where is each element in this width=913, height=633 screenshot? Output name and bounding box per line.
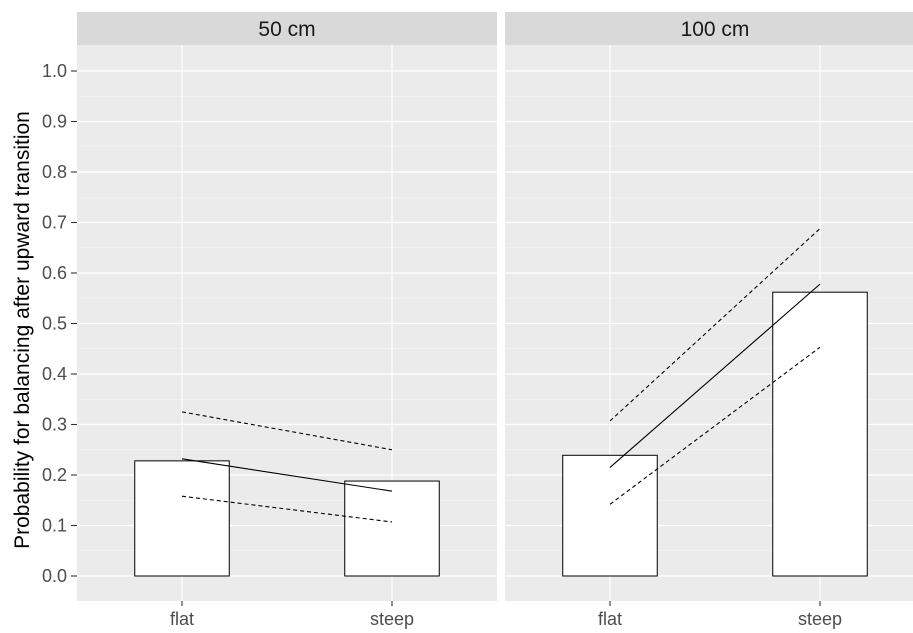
facet-strip-label: 100 cm <box>681 18 750 41</box>
upper-ci-line <box>609 228 821 422</box>
y-axis-ticks: 0.0 0.1 0.2 0.3 0.4 0.5 0.6 0.7 0.8 0.9 1.0 <box>42 61 77 586</box>
facet-strip-label: 50 cm <box>258 18 315 41</box>
facet-strip <box>505 12 913 45</box>
y-tick-label: 0.5 <box>42 314 67 334</box>
y-tick-label: 0.9 <box>42 112 67 132</box>
y-tick-label: 0.2 <box>42 465 67 485</box>
x-tick-label: steep <box>370 609 414 629</box>
y-tick-label: 0.0 <box>42 566 67 586</box>
y-tick-label: 0.4 <box>42 364 67 384</box>
facet-panel: 50 cm flat steep <box>77 12 497 629</box>
y-tick-label: 0.8 <box>42 162 67 182</box>
y-tick-label: 0.6 <box>42 263 67 283</box>
y-tick-label: 0.1 <box>42 516 67 536</box>
bar <box>772 291 868 577</box>
lower-ci-line <box>181 495 393 523</box>
x-tick-label: steep <box>798 609 842 629</box>
lower-ci-line <box>609 346 821 505</box>
bar <box>134 460 230 577</box>
x-tick-label: flat <box>170 609 194 629</box>
x-tick-label: flat <box>598 609 622 629</box>
y-axis-title: Probability for balancing after upward t… <box>11 111 34 549</box>
y-tick-label: 1.0 <box>42 61 67 81</box>
facet-panel: 100 cm flat steep <box>505 12 913 629</box>
y-tick-label: 0.3 <box>42 415 67 435</box>
y-tick-label: 0.7 <box>42 213 67 233</box>
bar <box>562 454 658 577</box>
upper-ci-line <box>181 411 393 451</box>
fit-line <box>609 283 821 468</box>
fit-line <box>181 458 393 492</box>
bar <box>344 480 440 577</box>
facet-strip <box>77 12 497 45</box>
facet-panels: 50 cm flat steep 100 cm flat steep <box>77 12 913 629</box>
